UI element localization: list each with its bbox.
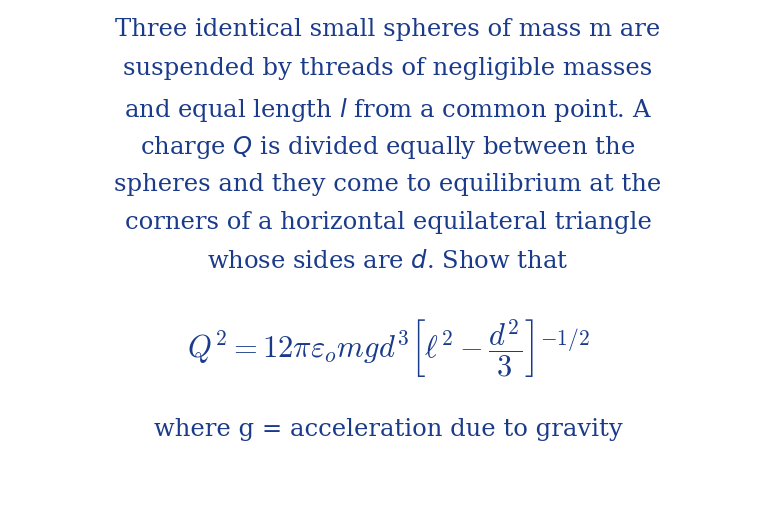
Text: where g = acceleration due to gravity: where g = acceleration due to gravity	[154, 418, 622, 441]
Text: corners of a horizontal equilateral triangle: corners of a horizontal equilateral tria…	[125, 211, 651, 234]
Text: Three identical small spheres of mass m are: Three identical small spheres of mass m …	[116, 18, 660, 42]
Text: charge $\mathit{Q}$ is divided equally between the: charge $\mathit{Q}$ is divided equally b…	[140, 134, 636, 161]
Text: whose sides are $\mathit{d}$. Show that: whose sides are $\mathit{d}$. Show that	[207, 250, 569, 273]
Text: spheres and they come to equilibrium at the: spheres and they come to equilibrium at …	[114, 173, 662, 196]
Text: suspended by threads of negligible masses: suspended by threads of negligible masse…	[123, 57, 653, 80]
Text: $Q^2 = 12\pi\varepsilon_o mgd^3\left[\ell^2 - \dfrac{d^2}{3}\right]^{-1/2}$: $Q^2 = 12\pi\varepsilon_o mgd^3\left[\el…	[187, 317, 589, 380]
Text: and equal length $\mathit{l}$ from a common point. A: and equal length $\mathit{l}$ from a com…	[124, 96, 652, 124]
